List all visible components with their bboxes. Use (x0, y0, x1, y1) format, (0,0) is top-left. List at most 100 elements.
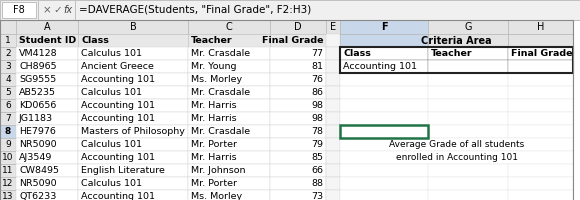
Bar (0, 99, 16, 112)
Bar (188, 20, 270, 34)
Bar (326, 190, 340, 200)
Text: 85: 85 (311, 153, 323, 162)
Text: Teacher: Teacher (431, 49, 473, 58)
Bar (340, 138, 573, 151)
Bar (270, 60, 326, 73)
Bar (428, 20, 508, 34)
Bar (270, 190, 326, 200)
Bar (0, 0, 580, 20)
Bar (0, 190, 16, 200)
Text: Class: Class (343, 49, 371, 58)
Bar (16, 112, 78, 125)
Text: 2: 2 (5, 49, 11, 58)
Bar (2, 2, 36, 18)
Text: Mr. Harris: Mr. Harris (191, 114, 237, 123)
Bar (270, 151, 326, 164)
Text: Accounting 101: Accounting 101 (81, 101, 155, 110)
Text: QT6233: QT6233 (19, 192, 56, 200)
Bar (428, 60, 508, 73)
Text: Criteria Area: Criteria Area (421, 36, 492, 46)
Bar (340, 99, 428, 112)
Bar (508, 125, 573, 138)
Text: 76: 76 (311, 75, 323, 84)
Bar (16, 164, 78, 177)
Bar (188, 125, 270, 138)
Text: SG9555: SG9555 (19, 75, 56, 84)
Text: 8: 8 (5, 127, 11, 136)
Text: 9: 9 (5, 140, 11, 149)
Bar (326, 73, 340, 86)
Bar (78, 47, 188, 60)
Text: English Literature: English Literature (81, 166, 165, 175)
Bar (340, 177, 428, 190)
Text: Accounting 101: Accounting 101 (81, 153, 155, 162)
Text: AB5235: AB5235 (19, 88, 56, 97)
Bar (0, 20, 16, 34)
Bar (0, 34, 16, 47)
Bar (188, 99, 270, 112)
Text: ×: × (43, 5, 52, 15)
Bar (270, 20, 326, 34)
Text: Calculus 101: Calculus 101 (81, 49, 142, 58)
Bar (0, 47, 16, 60)
Bar (188, 138, 270, 151)
Text: 79: 79 (311, 140, 323, 149)
Bar (16, 60, 78, 73)
Bar (270, 86, 326, 99)
Bar (78, 125, 188, 138)
Bar (270, 34, 326, 47)
Text: Accounting 101: Accounting 101 (81, 75, 155, 84)
Text: 88: 88 (311, 179, 323, 188)
Text: NR5090: NR5090 (19, 140, 57, 149)
Bar (78, 86, 188, 99)
Bar (188, 34, 270, 47)
Text: Calculus 101: Calculus 101 (81, 179, 142, 188)
Text: CW8495: CW8495 (19, 166, 59, 175)
Text: Ms. Morley: Ms. Morley (191, 192, 242, 200)
Bar (340, 86, 428, 99)
Text: 12: 12 (2, 179, 14, 188)
Text: G: G (464, 22, 472, 32)
Bar (508, 47, 573, 60)
Text: Mr. Harris: Mr. Harris (191, 153, 237, 162)
Text: B: B (129, 22, 136, 32)
Text: 7: 7 (5, 114, 11, 123)
Text: Final Grade: Final Grade (262, 36, 323, 45)
Text: Mr. Johnson: Mr. Johnson (191, 166, 245, 175)
Text: Student ID: Student ID (19, 36, 76, 45)
Text: Average Grade of all students: Average Grade of all students (389, 140, 524, 149)
Text: 4: 4 (5, 75, 11, 84)
Bar (508, 60, 573, 73)
Bar (16, 20, 78, 34)
Bar (78, 20, 188, 34)
Bar (340, 151, 573, 164)
Bar (16, 86, 78, 99)
Text: 86: 86 (311, 88, 323, 97)
Bar (188, 60, 270, 73)
Text: KD0656: KD0656 (19, 101, 56, 110)
Text: 13: 13 (2, 192, 14, 200)
Bar (270, 177, 326, 190)
Text: F: F (380, 22, 387, 32)
Text: A: A (44, 22, 50, 32)
Bar (428, 99, 508, 112)
Bar (326, 34, 340, 47)
Text: Calculus 101: Calculus 101 (81, 88, 142, 97)
Bar (270, 138, 326, 151)
Text: 11: 11 (2, 166, 14, 175)
Bar (326, 125, 340, 138)
Bar (326, 138, 340, 151)
Text: Mr. Young: Mr. Young (191, 62, 237, 71)
Bar (270, 73, 326, 86)
Bar (340, 125, 428, 138)
Bar (16, 73, 78, 86)
Bar (428, 177, 508, 190)
Bar (340, 164, 428, 177)
Text: =DAVERAGE(Students, "Final Grade", F2:H3): =DAVERAGE(Students, "Final Grade", F2:H3… (79, 5, 311, 15)
Text: Accounting 101: Accounting 101 (81, 114, 155, 123)
Bar (0, 112, 16, 125)
Bar (0, 60, 16, 73)
Bar (16, 151, 78, 164)
Text: 10: 10 (2, 153, 14, 162)
Bar (428, 86, 508, 99)
